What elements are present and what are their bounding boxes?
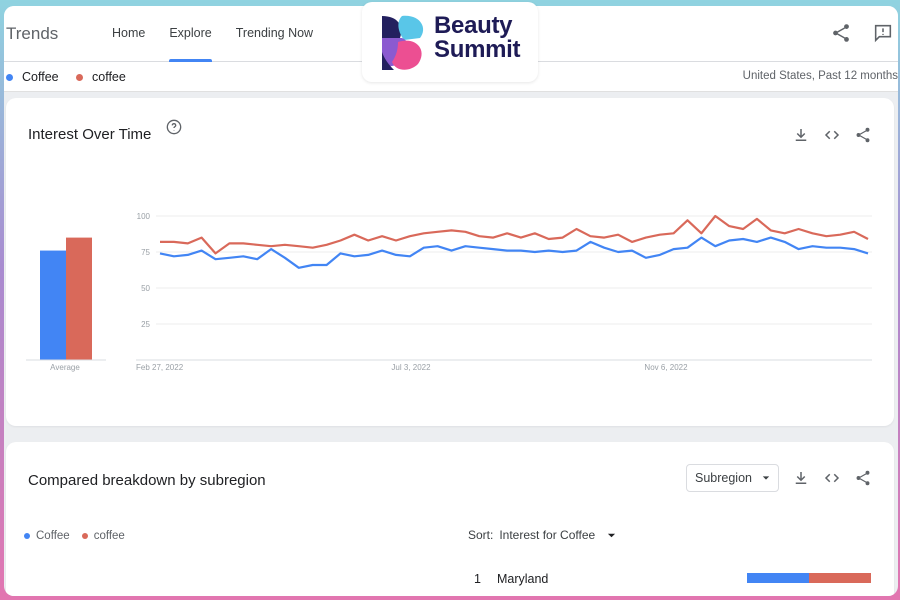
nav-trending-now[interactable]: Trending Now [235,26,314,40]
logo-mark-icon [382,15,424,70]
term-label: Coffee [22,70,59,84]
sort-control[interactable]: Sort: Interest for Coffee [468,528,616,542]
average-bar-1 [40,250,66,360]
y-tick-label: 50 [141,284,150,293]
share-bar-coffee-lower [809,573,871,583]
series-line-1 [159,236,869,269]
y-tick-label: 25 [141,320,150,329]
main-nav: Home Explore Trending Now [100,6,325,62]
row-region-name: Maryland [496,572,549,586]
beauty-summit-logo: Beauty Summit [362,2,538,82]
card-title: Compared breakdown by subregion [28,472,266,489]
legend-label: Coffee [36,530,70,542]
sort-value: Interest for Coffee [499,528,596,542]
download-icon[interactable] [792,126,810,144]
y-tick-label: 75 [141,248,150,257]
card-toolbar: Subregion [686,464,872,492]
browser-frame: Trends Home Explore Trending Now Coffee … [4,6,898,596]
logo-line-1: Beauty [434,12,513,39]
term-dot-red [76,73,83,81]
sort-label: Sort: [468,528,494,542]
card-toolbar [792,126,872,144]
term-chip-2[interactable]: coffee [76,70,126,84]
sort-arrow-icon [608,533,616,537]
term-chip-1[interactable]: Coffee [6,70,59,84]
share-bar-coffee [747,573,809,583]
embed-icon[interactable] [823,469,841,487]
y-tick-label: 100 [137,212,151,221]
interest-chart: 25 50 75 100 Feb 27, 2022 Jul 3, 2022 Nov 6, … [26,212,872,372]
share-icon[interactable] [854,469,872,487]
share-icon[interactable] [830,22,852,44]
average-bar-2 [66,237,92,360]
term-dot-blue [6,73,13,81]
average-label: Average [50,363,80,372]
breakdown-legend: Coffee coffee [24,530,125,542]
brand-text: Trends [6,24,59,43]
legend-dot-red [81,533,88,539]
legend-item: Coffee [24,530,70,542]
region-filter[interactable]: United States, Past 12 months [742,70,898,82]
table-row[interactable]: 1 Maryland [474,572,548,586]
legend-dot-blue [24,533,30,539]
interest-over-time-card: Interest Over Time 25 50 75 100 Feb 27, 202… [6,98,894,426]
row-share-bar [747,573,871,583]
share-icon[interactable] [854,126,872,144]
card-title: Interest Over Time [28,126,152,143]
x-tick-label: Nov 6, 2022 [644,363,688,372]
dropdown-arrow-icon [762,476,770,480]
feedback-icon[interactable] [872,22,894,44]
row-rank: 1 [474,572,481,586]
embed-icon[interactable] [823,126,841,144]
subregion-dropdown[interactable]: Subregion [686,464,779,492]
legend-label: coffee [93,530,125,542]
download-icon[interactable] [792,469,810,487]
x-tick-label: Jul 3, 2022 [391,363,431,372]
logo-line-2: Summit [434,36,521,63]
series-line-2 [160,214,869,255]
logo-text: Beauty Summit [434,12,521,63]
nav-explore[interactable]: Explore [157,6,223,62]
legend-item: coffee [81,530,125,542]
breakdown-card: Compared breakdown by subregion Subregio… [6,442,894,596]
term-label: coffee [92,70,126,84]
help-icon[interactable] [166,119,182,135]
dropdown-label: Subregion [695,471,752,485]
x-tick-label: Feb 27, 2022 [136,363,184,372]
nav-home[interactable]: Home [112,26,146,40]
